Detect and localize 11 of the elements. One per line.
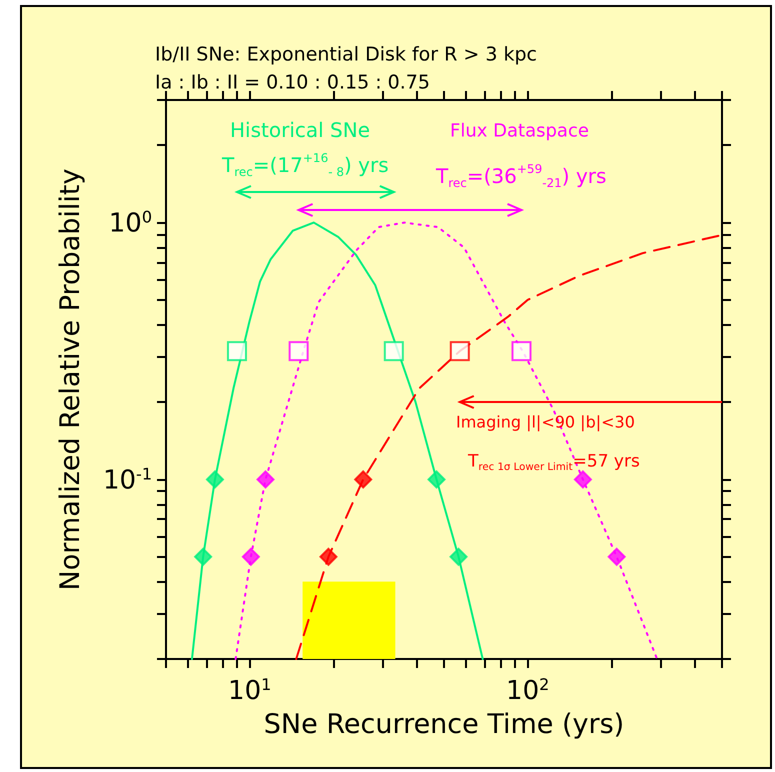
x-tick-label: 10$^{1}$ xyxy=(228,674,272,706)
annotation: Imaging |l|<90 |b|<30 xyxy=(456,412,635,432)
y-tick-label: 10$^{0}$ xyxy=(108,207,152,239)
annotation: Historical SNe xyxy=(230,118,370,142)
annotation: Flux Dataspace xyxy=(450,120,589,142)
chart-title: Ib/II SNe: Exponential Disk for R > 3 kpc xyxy=(155,44,537,66)
x-tick-label: 10$^{2}$ xyxy=(506,674,550,706)
chart-subtitle: Ia : Ib : II = 0.10 : 0.15 : 0.75 xyxy=(155,72,430,94)
x-axis-title: SNe Recurrence Time (yrs) xyxy=(264,709,624,740)
y-axis-title: Normalized Relative Probability xyxy=(55,168,86,590)
y-tick-label: 10$^{-1}$ xyxy=(102,464,152,496)
